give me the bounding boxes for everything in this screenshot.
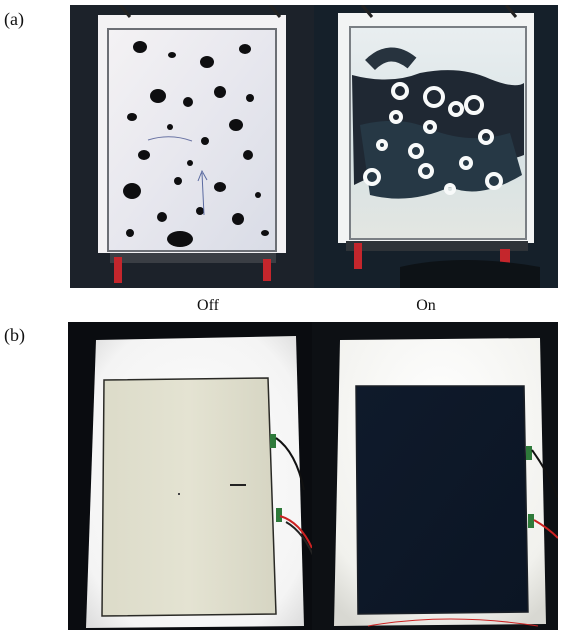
panel-a-right-photo xyxy=(314,5,558,288)
caption-off: Off xyxy=(197,297,219,314)
caption-on: On xyxy=(416,297,436,314)
panel-b-right-photo xyxy=(312,322,558,630)
panel-b-image xyxy=(68,322,558,630)
panel-a-photo xyxy=(70,5,558,288)
panel-b-left-photo xyxy=(86,336,317,628)
panel-a-image xyxy=(70,5,558,288)
panel-a-label: (a) xyxy=(4,9,24,29)
panel-a-left-photo xyxy=(70,5,314,288)
panel-b-photo xyxy=(68,322,558,630)
panel-b-label: (b) xyxy=(4,325,25,345)
